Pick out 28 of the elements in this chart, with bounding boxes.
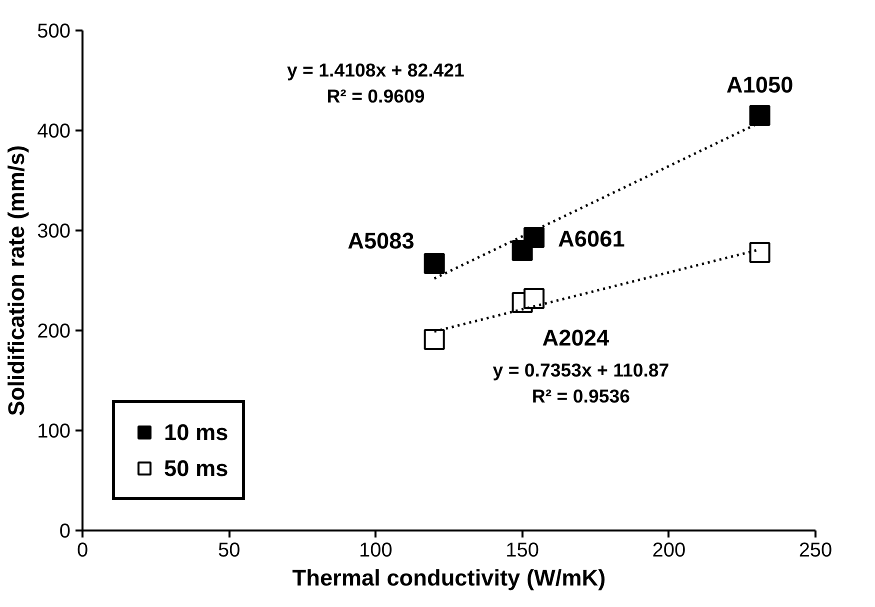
point [524,227,545,248]
legend-label: 50 ms [164,454,228,482]
y-axis-title: Solidification rate (mm/s) [3,145,30,416]
y-tick-label: 400 [37,120,71,142]
annotation: A2024 [542,324,610,350]
y-tick-label: 300 [37,220,71,242]
x-tick-label: 200 [652,540,686,562]
x-axis-title: Thermal conductivity (W/mK) [292,564,606,590]
annotation: A5083 [348,228,414,254]
x-tick-label: 0 [76,540,88,562]
y-tick-label: 200 [37,320,71,342]
x-tick-label: 250 [798,540,832,562]
annotation: y = 0.7353x + 110.87 R² = 0.9536 [492,360,670,406]
annotation: A6061 [558,226,625,252]
x-tick-label: 100 [359,540,392,562]
y-tick-label: 500 [37,20,71,42]
point [749,105,770,126]
point [424,329,445,350]
point [524,288,545,309]
x-tick-label: 150 [506,540,539,562]
annotation: y = 1.4108x + 82.421 R² = 0.9609 [287,60,464,106]
y-tick-label: 0 [59,520,70,542]
y-tick-label: 100 [37,420,71,442]
point [424,253,445,274]
legend-label: 10 ms [164,418,228,446]
annotation: A1050 [726,72,794,98]
x-tick-label: 50 [218,540,240,562]
point [749,242,770,263]
